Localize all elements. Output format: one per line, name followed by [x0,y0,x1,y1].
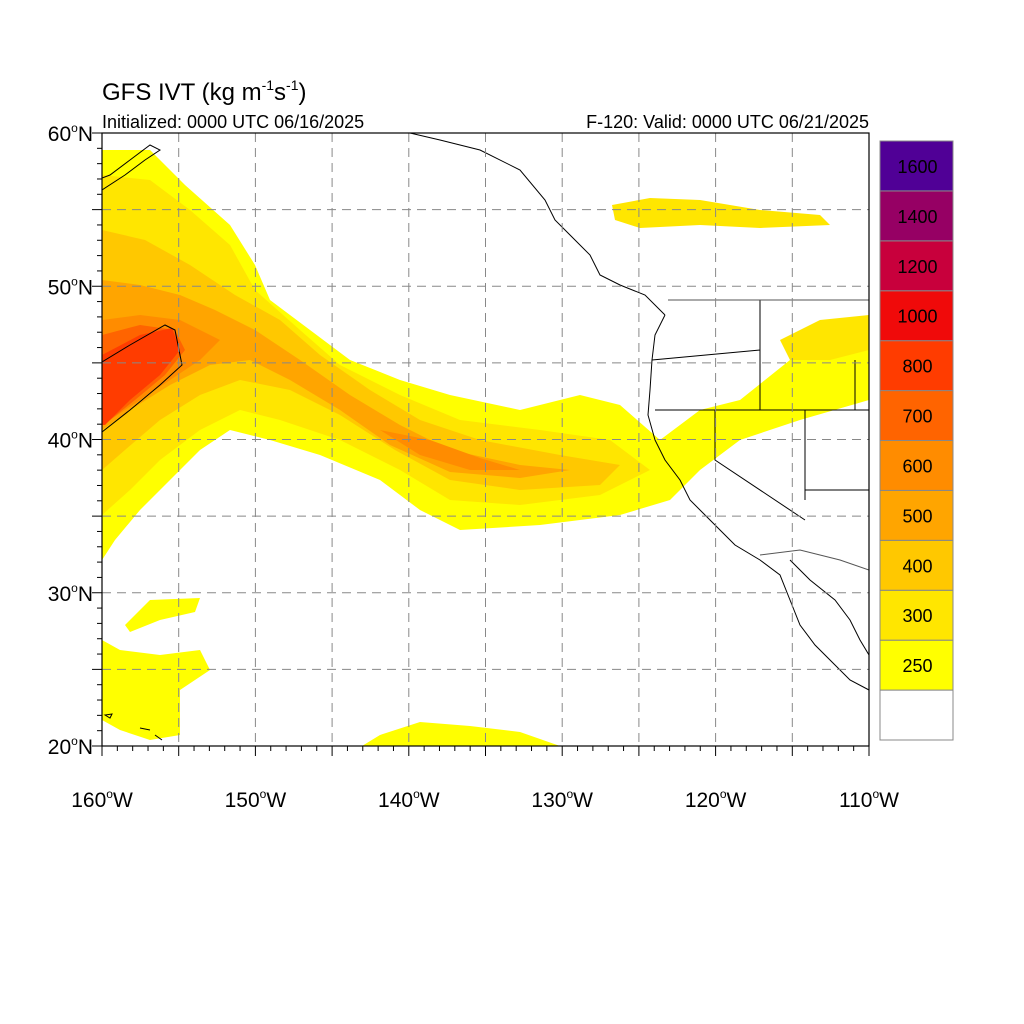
lat-hemisphere: N [78,123,93,146]
coastlines [102,133,869,741]
degree-symbol: o [413,787,420,801]
lon-hemisphere: W [727,789,747,812]
map-title: GFS IVT (kg m-1s-1) [102,77,306,106]
lat-hemisphere: N [78,583,93,606]
lat-hemisphere: N [78,736,93,759]
colorbar-label: 1400 [897,207,937,227]
lat-tick-label: 40oN [48,428,93,453]
lon-hemisphere: W [420,789,440,812]
lat-degree-value: 20 [48,736,71,759]
degree-symbol: o [566,787,573,801]
lat-degree-value: 60 [48,123,71,146]
hawaii-islands [103,713,163,741]
us-mexico-border [759,549,869,571]
colorbar-label: 800 [902,357,932,377]
colorbar-label: 1000 [897,307,937,327]
graticule [102,133,869,746]
colorbar-label: 1200 [897,257,937,277]
degree-symbol: o [71,428,78,442]
lat-tick-label: 30oN [48,581,93,606]
ivt-band-250 [102,150,869,560]
lon-degree-value: 110 [839,789,872,812]
colorbar-label: 600 [902,456,932,476]
colorbar-label: 250 [902,656,932,676]
degree-symbol: o [106,787,113,801]
ivt-patch-subtropics-south [362,722,560,746]
longitude-labels: 160oW 150oW 140oW 130oW 120oW 110oW [71,787,899,812]
ivt-band-400 [102,230,620,490]
ivt-patch-30n [125,598,200,632]
colorbar-label: 400 [902,556,932,576]
ivt-band-800 [102,328,180,425]
lat-degree-value: 30 [48,583,71,606]
lon-degree-value: 130 [531,789,566,812]
lon-tick-label: 120oW [685,787,747,812]
colorbar: 250 300 400 500 600 700 800 1000 1200 1400 1600 [879,140,954,741]
lat-hemisphere: N [78,276,93,299]
colorbar-box [879,290,954,342]
pacific-nw-coast [647,314,869,691]
lon-hemisphere: W [113,789,133,812]
colorbar-label: 1600 [897,157,937,177]
lon-tick-label: 110oW [839,787,899,812]
baja-coast [789,559,869,656]
lon-tick-label: 140oW [378,787,440,812]
colorbar-box [879,140,954,192]
alaska-coast [102,144,161,191]
init-time-label: Initialized: 0000 UTC 06/16/2025 [102,112,364,132]
degree-symbol: o [71,121,78,135]
colorbar-label: 300 [902,606,932,626]
degree-symbol: o [71,581,78,595]
ivt-band-300 [102,175,650,515]
ivt-map [92,132,870,756]
lat-tick-label: 20oN [48,734,93,759]
degree-symbol: o [71,274,78,288]
colorbar-box [879,240,954,292]
colorbar-box-below [879,689,954,741]
lon-degree-value: 140 [378,789,413,812]
lon-degree-value: 160 [71,789,106,812]
colorbar-label: 700 [902,407,932,427]
degree-symbol: o [720,787,727,801]
lat-tick-label: 60oN [48,121,93,146]
degree-symbol: o [872,787,879,801]
degree-symbol: o [71,734,78,748]
degree-symbol: o [260,787,267,801]
lat-tick-label: 50oN [48,274,93,299]
lat-hemisphere: N [78,430,93,453]
lon-hemisphere: W [266,789,286,812]
lon-tick-label: 130oW [531,787,593,812]
ivt-patch-hawaii [102,640,210,740]
ivt-patch-canada [612,198,830,228]
lat-degree-value: 50 [48,276,71,299]
lon-tick-label: 150oW [225,787,287,812]
lon-degree-value: 150 [225,789,260,812]
ivt-shading [102,150,869,746]
colorbar-frame [879,140,954,741]
lon-degree-value: 120 [685,789,720,812]
ivt-patch-northern-rockies [780,315,869,360]
lat-degree-value: 40 [48,430,71,453]
colorbar-box [879,440,954,491]
colorbar-label: 500 [902,506,932,526]
colorbar-box [879,489,954,541]
valid-time-label: F-120: Valid: 0000 UTC 06/21/2025 [586,112,869,132]
lon-tick-label: 160oW [71,787,133,812]
ivt-band-500 [102,280,570,478]
lon-hemisphere: W [879,789,899,812]
axis-ticks [92,132,870,756]
lon-hemisphere: W [573,789,593,812]
